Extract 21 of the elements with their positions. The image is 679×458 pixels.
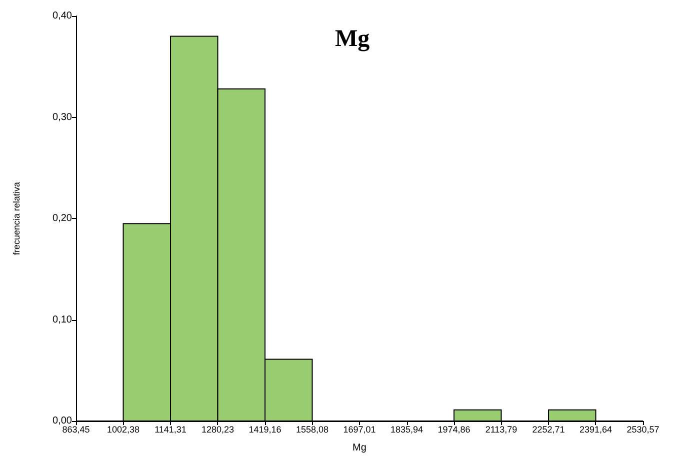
y-tick-label: 0,00 <box>52 416 72 426</box>
chart-title: Mg <box>335 26 370 52</box>
x-tick-label: 1974,86 <box>438 424 470 434</box>
x-tick-label: 1002,38 <box>106 424 140 434</box>
y-axis-title: frecuencia relativa <box>12 182 22 256</box>
x-tick-label: 2391,64 <box>579 424 612 434</box>
x-tick-label: 1558,08 <box>296 424 329 434</box>
x-tick-label: 1419,16 <box>248 424 282 434</box>
x-axis-title: Mg <box>352 442 366 454</box>
y-tick-label: 0,20 <box>52 213 72 224</box>
y-tick-label: 0,40 <box>52 10 72 22</box>
y-tick-label: 0,30 <box>52 112 72 123</box>
x-tick-label: 2252,71 <box>532 424 565 434</box>
x-tick-label: 1280,23 <box>201 424 234 434</box>
x-tick-label: 1141,31 <box>154 424 186 434</box>
x-tick-label: 1835,94 <box>390 424 424 434</box>
x-tick-label: 2530,57 <box>626 424 660 434</box>
x-tick-label: 1697,01 <box>343 424 376 434</box>
x-tick-label: 863,45 <box>62 424 90 434</box>
x-tick-label: 2113,79 <box>485 424 518 434</box>
y-tick-label: 0,10 <box>52 314 72 326</box>
